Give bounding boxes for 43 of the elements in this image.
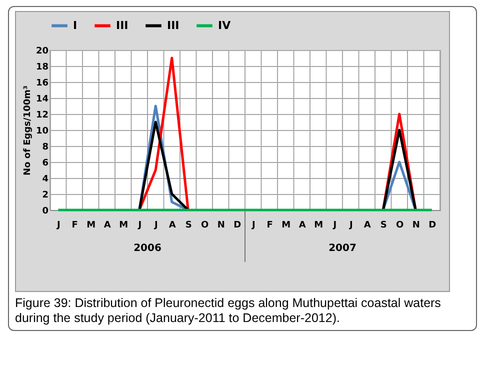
y-axis-title: No of Eggs/100m³ bbox=[22, 86, 33, 176]
text: Figure 39: Distribution of Pleuronectid eggs along Muthupettai coastal waters during the study period (January-2011 to December-2012). bbox=[15, 296, 442, 326]
y-tick-label: 18 bbox=[36, 62, 48, 72]
legend-label: III bbox=[167, 18, 180, 32]
x-tick-label: J bbox=[137, 220, 142, 230]
x-tick-label: M bbox=[282, 220, 291, 230]
y-tick-label: 10 bbox=[36, 126, 48, 136]
x-tick-label: A bbox=[298, 220, 306, 230]
x-tick-label: M bbox=[314, 220, 324, 230]
y-tick-label: 14 bbox=[36, 94, 48, 104]
x-tick-label: O bbox=[201, 220, 210, 230]
x-tick-label: S bbox=[185, 220, 192, 230]
x-tick-label: A bbox=[364, 220, 371, 230]
y-tick-label: 8 bbox=[42, 142, 48, 152]
y-tick-label: 4 bbox=[42, 174, 48, 184]
x-tick-label: A bbox=[168, 220, 176, 230]
x-tick-label: N bbox=[217, 220, 225, 230]
y-tick-label: 16 bbox=[36, 78, 48, 88]
y-tick-label: 12 bbox=[36, 110, 48, 120]
x-tick-label: D bbox=[234, 220, 242, 230]
text: 2006 bbox=[134, 243, 162, 254]
x-tick-label: D bbox=[428, 220, 436, 230]
y-tick-label: 0 bbox=[42, 206, 48, 216]
x-tick-label: F bbox=[72, 220, 78, 230]
x-tick-label: F bbox=[266, 220, 273, 230]
x-tick-label: S bbox=[380, 220, 387, 230]
legend-label: I bbox=[73, 18, 78, 32]
legend-label: III bbox=[116, 18, 128, 32]
x-tick-label: M bbox=[119, 220, 128, 230]
x-tick-label: J bbox=[332, 220, 337, 230]
x-tick-label: J bbox=[153, 220, 158, 230]
y-tick-label: 6 bbox=[42, 158, 48, 168]
text: 2007 bbox=[328, 243, 356, 254]
x-tick-label: J bbox=[250, 220, 256, 230]
x-tick-label: J bbox=[348, 220, 353, 230]
legend-label: IV bbox=[218, 18, 232, 32]
x-tick-label: N bbox=[412, 220, 420, 230]
x-tick-label: M bbox=[86, 220, 96, 230]
x-tick-label: A bbox=[104, 220, 111, 230]
y-tick-label: 20 bbox=[36, 46, 48, 56]
y-tick-label: 2 bbox=[42, 190, 48, 200]
x-tick-label: O bbox=[396, 220, 404, 230]
x-tick-label: J bbox=[56, 220, 60, 230]
